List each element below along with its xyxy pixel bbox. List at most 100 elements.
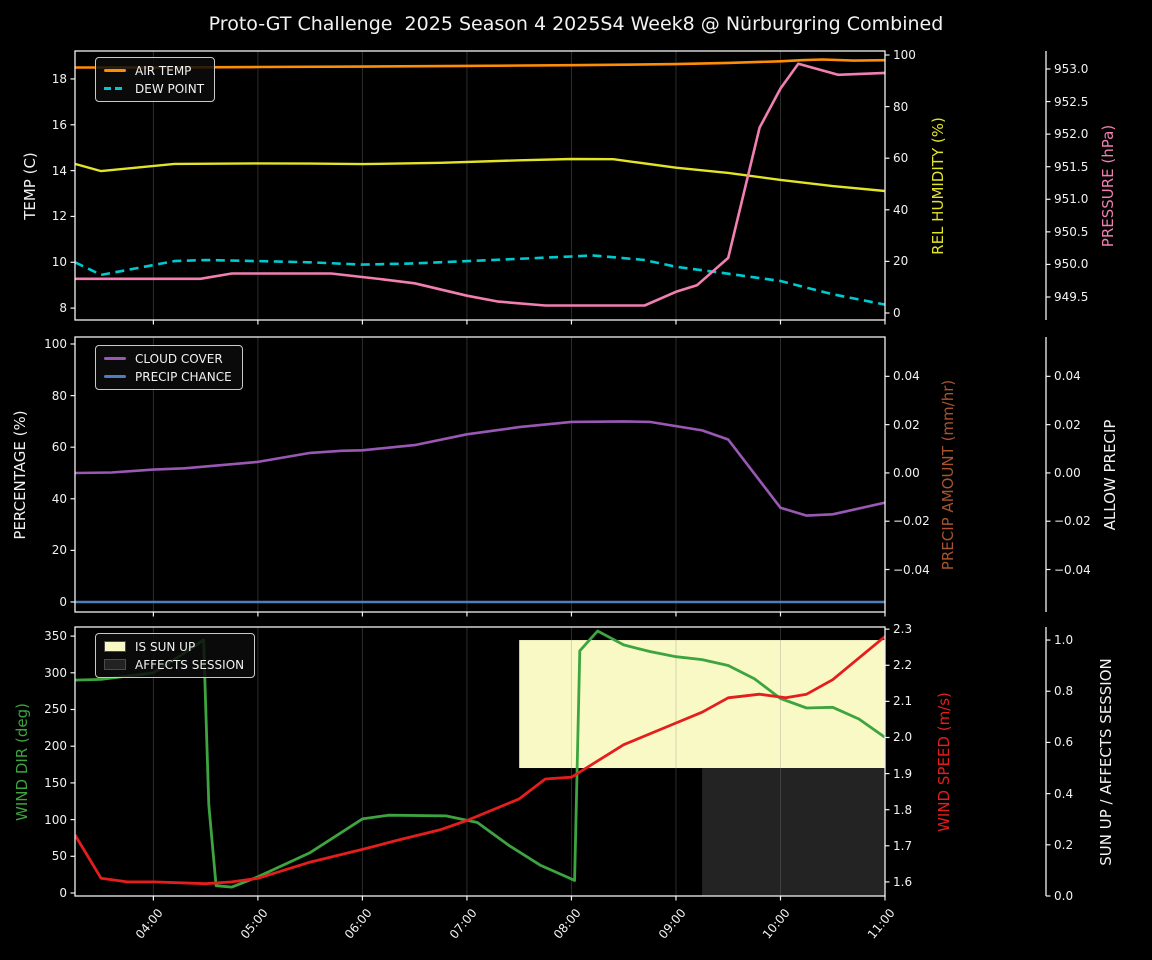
legend-patch-swatch <box>104 659 126 670</box>
y-tick-label-right2-949-5: 949.5 <box>1054 290 1089 304</box>
affects-session-region <box>702 768 885 896</box>
y-tick-label-right1-2-0: 2.0 <box>893 730 913 745</box>
y-tick-label-left-18: 18 <box>51 71 67 86</box>
y-tick-label-right2-950-5: 950.5 <box>1054 224 1089 239</box>
legend-item-precip-chance: PRECIP CHANCE <box>104 369 232 384</box>
y-tick-label-left-0: 0 <box>59 885 67 900</box>
y-tick-label-right1-0-00: 0.00 <box>893 465 920 480</box>
legend-item-is-sun-up: IS SUN UP <box>104 639 244 654</box>
series-wind-speed <box>75 635 885 886</box>
y-tick-label-right1-80: 80 <box>893 99 909 114</box>
legend-label: PRECIP CHANCE <box>135 369 232 384</box>
x-tick-label-09-00: 09:00 <box>655 906 689 942</box>
y-tick-label-right2-0-02: −0.02 <box>1054 514 1091 529</box>
y-tick-label-right2-0-04: −0.04 <box>1054 562 1091 577</box>
y-tick-label-right1-60: 60 <box>893 151 909 166</box>
y-tick-label-right2-953-0: 953.0 <box>1054 61 1089 76</box>
x-tick-label-04-00: 04:00 <box>133 906 167 942</box>
y-tick-label-left-100: 100 <box>44 336 67 351</box>
y-tick-label-right2-1-0: 1.0 <box>1054 633 1074 648</box>
y-tick-label-right1-40: 40 <box>893 202 909 217</box>
axis-label-sun-up-affects-session: SUN UP / AFFECTS SESSION <box>1097 657 1115 866</box>
plot-border <box>74 50 886 321</box>
axis-label-pressure-hpa: PRESSURE (hPa) <box>1099 124 1117 247</box>
legend-line-swatch <box>104 356 126 361</box>
y-tick-label-left-50: 50 <box>51 849 67 864</box>
legend-label: AFFECTS SESSION <box>135 657 245 672</box>
axis-label-allow-precip: ALLOW PRECIP <box>1101 419 1119 530</box>
y-tick-label-right1-1-6: 1.6 <box>893 874 913 889</box>
legend-item-air-temp: AIR TEMP <box>104 63 204 78</box>
legend-label: AIR TEMP <box>135 63 192 78</box>
series-dew-point <box>75 254 885 306</box>
x-tick-label-10-00: 10:00 <box>760 906 794 942</box>
legend-item-affects-session: AFFECTS SESSION <box>104 657 244 672</box>
y-tick-label-left-80: 80 <box>51 388 67 403</box>
legend-label: IS SUN UP <box>135 639 196 654</box>
y-tick-label-right2-0-2: 0.2 <box>1054 837 1074 852</box>
y-tick-label-right1-0: 0 <box>893 306 901 320</box>
y-tick-label-left-16: 16 <box>51 117 67 132</box>
axis-label-precip-amount-mm-hr: PRECIP AMOUNT (mm/hr) <box>939 379 957 570</box>
y-tick-label-right2-0-8: 0.8 <box>1054 684 1074 699</box>
axis-label-wind-dir-deg: WIND DIR (deg) <box>13 702 31 821</box>
y-tick-label-right1-100: 100 <box>893 47 916 62</box>
x-tick-label-05-00: 05:00 <box>237 906 271 942</box>
y-tick-label-right2-952-0: 952.0 <box>1054 127 1089 142</box>
legend-line-swatch <box>104 68 126 73</box>
legend-label: DEW POINT <box>135 81 205 96</box>
y-tick-label-left-100: 100 <box>44 812 67 827</box>
y-tick-label-right2-0-0: 0.0 <box>1054 889 1074 903</box>
y-tick-label-left-12: 12 <box>51 209 67 224</box>
axis-label-percentage: PERCENTAGE (%) <box>11 409 29 540</box>
y-tick-label-left-40: 40 <box>51 491 67 506</box>
axis-label-wind-speed-m-s: WIND SPEED (m/s) <box>935 691 953 832</box>
y-tick-label-right1-1-9: 1.9 <box>893 766 913 781</box>
y-tick-label-right1-2-1: 2.1 <box>893 694 913 709</box>
y-tick-label-right2-0-04: 0.04 <box>1054 369 1081 384</box>
y-tick-label-right1-0-04: 0.04 <box>893 369 920 384</box>
plot-border <box>74 336 886 613</box>
y-tick-label-right1-0-02: 0.02 <box>893 417 920 432</box>
y-tick-label-right2-0-6: 0.6 <box>1054 735 1074 750</box>
y-tick-label-right1-2-3: 2.3 <box>893 622 913 637</box>
y-tick-label-right2-0-02: 0.02 <box>1054 417 1081 432</box>
x-tick-label-07-00: 07:00 <box>446 906 480 942</box>
legend-plot-3: IS SUN UP AFFECTS SESSION <box>95 633 256 678</box>
plot-border <box>74 626 886 897</box>
y-tick-label-right2-950-0: 950.0 <box>1054 257 1089 272</box>
x-tick-label-06-00: 06:00 <box>342 906 376 942</box>
legend-label: CLOUD COVER <box>135 351 223 366</box>
y-tick-label-right2-0-00: 0.00 <box>1054 465 1081 480</box>
legend-line-swatch <box>104 374 126 379</box>
y-tick-label-left-0: 0 <box>59 594 67 609</box>
series-air-temp <box>75 58 885 69</box>
y-tick-label-left-8: 8 <box>59 301 67 316</box>
y-tick-label-right2-0-4: 0.4 <box>1054 786 1074 801</box>
y-tick-label-left-150: 150 <box>44 775 67 790</box>
series-pressure <box>75 62 885 307</box>
legend-item-cloud-cover: CLOUD COVER <box>104 351 232 366</box>
y-tick-label-right1-2-2: 2.2 <box>893 658 913 673</box>
legend-item-dew-point: DEW POINT <box>104 81 204 96</box>
series-rel-humidity <box>75 157 885 193</box>
y-tick-label-left-350: 350 <box>44 629 67 644</box>
y-tick-label-right1-1-8: 1.8 <box>893 802 913 817</box>
y-tick-label-left-20: 20 <box>51 543 67 558</box>
y-tick-label-right1-1-7: 1.7 <box>893 838 913 853</box>
y-tick-label-left-200: 200 <box>44 739 67 754</box>
x-tick-label-11-00: 11:00 <box>864 906 898 942</box>
legend-plot-2: CLOUD COVER PRECIP CHANCE <box>95 345 243 390</box>
y-tick-label-right2-951-0: 951.0 <box>1054 192 1089 207</box>
series-cloud-cover <box>75 420 885 517</box>
y-tick-label-right2-951-5: 951.5 <box>1054 159 1089 174</box>
axis-label-temp-c: TEMP (C) <box>21 151 39 220</box>
x-tick-label-08-00: 08:00 <box>551 906 585 942</box>
y-tick-label-right2-952-5: 952.5 <box>1054 94 1089 109</box>
y-tick-label-right1-0-04: −0.04 <box>893 562 930 577</box>
y-tick-label-left-250: 250 <box>44 702 67 717</box>
legend-patch-swatch <box>104 641 126 652</box>
